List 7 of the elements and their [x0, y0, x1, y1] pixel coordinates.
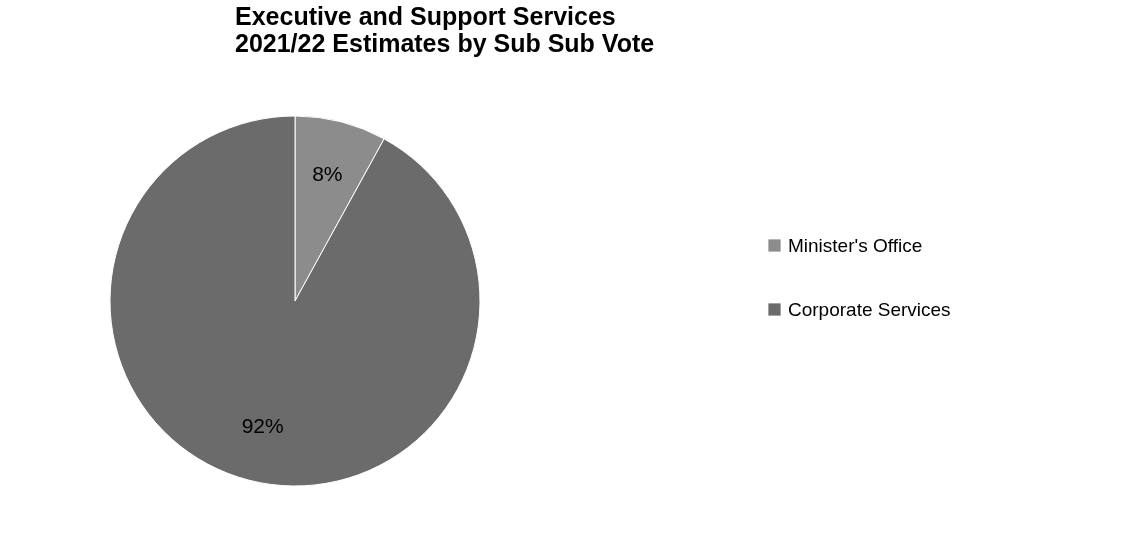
text: 2021/22 Estimates by Sub Sub Vote — [235, 29, 655, 57]
legend-label: Minister's Office — [788, 234, 923, 256]
data-label: 8% — [312, 162, 343, 186]
legend-label: Corporate Services — [788, 298, 951, 320]
pie-slice — [109, 115, 481, 487]
data-label: 92% — [241, 413, 284, 437]
text: Executive and Support Services — [235, 2, 616, 30]
